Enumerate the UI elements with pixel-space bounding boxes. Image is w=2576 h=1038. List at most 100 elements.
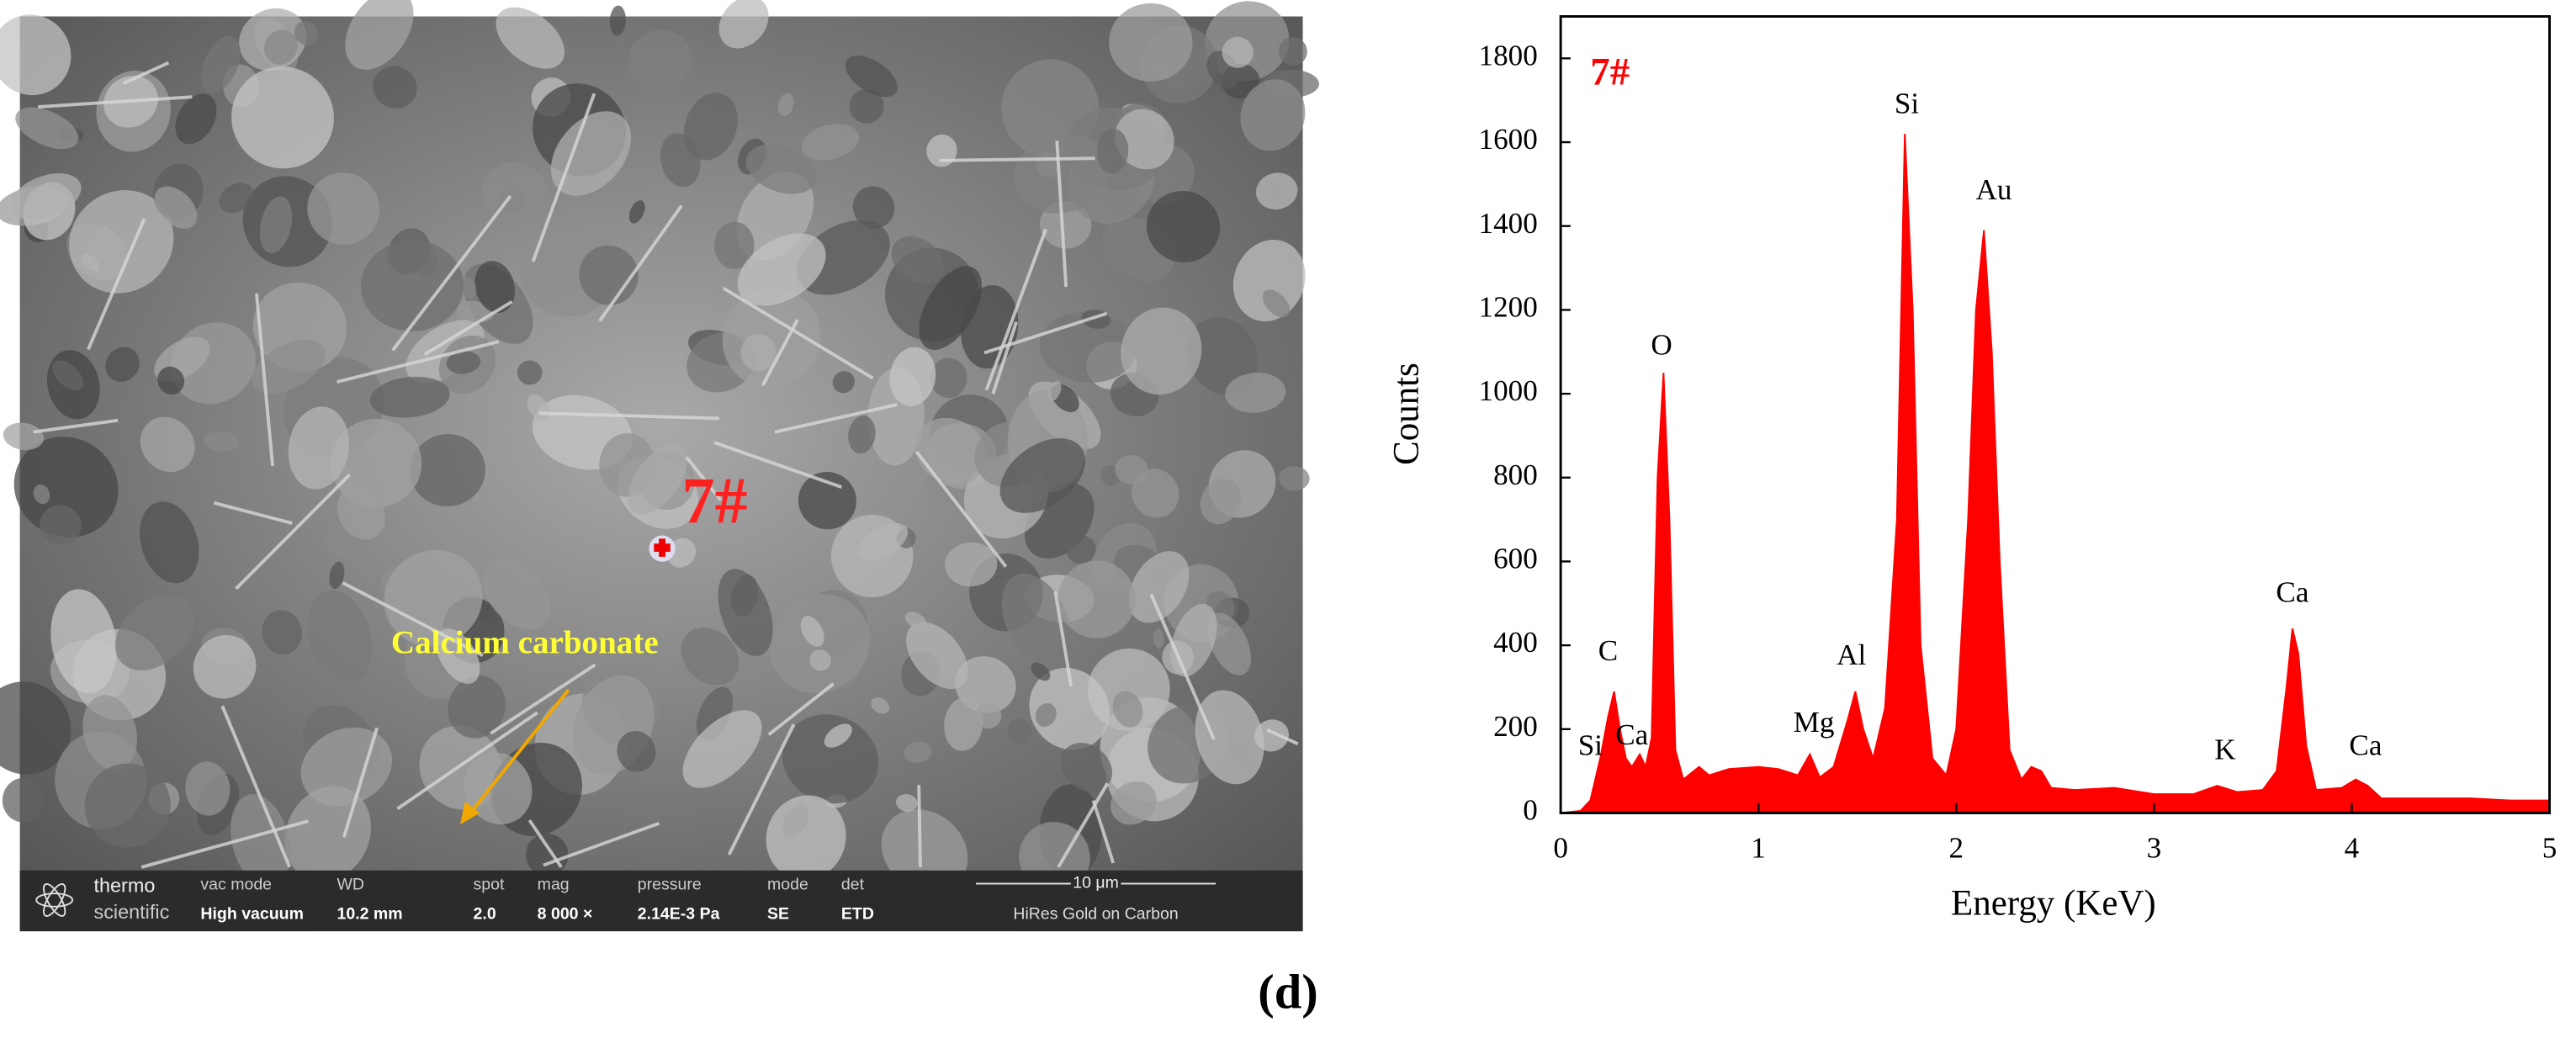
needle [1053,590,1073,686]
particle [809,649,831,671]
peak-label: Al [1837,638,1866,671]
particle [517,360,543,385]
particle [1225,373,1286,413]
particle [945,542,998,587]
needle [220,705,292,868]
particle [1207,612,1252,675]
particle [373,66,417,109]
particle [526,833,569,876]
particle [262,610,303,655]
y-tick-label: 0 [1523,794,1538,827]
particle [15,107,79,150]
x-tick-label: 2 [1949,831,1964,864]
particle [231,794,291,888]
needle [33,418,119,434]
particle [1232,240,1306,321]
particle [628,29,692,90]
info-value: SE [767,905,789,924]
particle [745,144,817,194]
particle [369,376,450,418]
y-axis-label: Counts [1386,363,1426,465]
y-tick-label: 800 [1493,458,1538,491]
logo-icon [35,883,74,917]
particle [13,437,119,538]
point-marker [654,538,671,557]
y-tick-label: 1600 [1479,123,1538,156]
particle [337,486,385,540]
particle [1013,134,1110,214]
peak-label: K [2214,733,2235,765]
particle [1039,311,1137,383]
peak-label: Si [1578,728,1603,761]
particle [329,561,345,590]
particle [259,196,293,254]
needle [767,682,835,736]
particle [330,419,422,508]
particle [3,422,45,451]
particle [284,786,372,882]
y-tick-label: 1200 [1479,290,1538,323]
needle [1057,782,1110,868]
particle [766,795,846,881]
particle [1115,455,1148,485]
particle [896,794,918,812]
arrow-label: Calcium carbonate [391,624,659,660]
particle [40,505,82,545]
particle [999,438,1086,513]
particle [140,501,199,584]
needle [722,286,874,380]
particle [1153,628,1164,649]
info-key: mode [767,876,808,894]
particle [579,245,639,305]
particle [906,622,968,690]
info-value: 2.0 [474,905,496,924]
particle [550,111,632,196]
particle [904,741,932,763]
needle [1149,593,1216,740]
peak-label: Au [1975,173,2012,206]
needle [774,403,898,434]
needle [255,293,274,467]
peak-label: Si [1895,87,1920,120]
particle [975,702,1002,729]
arrow-head [459,801,480,825]
particle [263,29,298,65]
needle [713,441,842,489]
particle [33,485,50,505]
sem-texture [0,0,1319,893]
particle [1131,469,1179,518]
particle [474,261,516,314]
peak-label: Mg [1794,706,1835,739]
particle [410,434,485,507]
particle [891,236,945,284]
particle [718,0,769,49]
particle [384,549,483,647]
needle [531,93,596,262]
particle [1008,718,1032,746]
point-label: 7# [682,463,748,537]
particle [801,124,860,161]
particle [1200,478,1242,525]
particle [628,200,645,224]
particle [718,569,773,657]
needle [342,581,484,658]
caption: (d) [1258,965,1318,1019]
info-value: High vacuum [200,905,304,924]
particle [944,696,983,751]
info-key: spot [474,876,505,894]
particle [609,5,626,36]
particle [797,220,890,295]
particle [848,416,876,454]
particle [1115,109,1174,170]
needle [213,500,293,525]
particle [852,186,895,229]
particle [1031,662,1051,681]
particle [360,240,464,331]
particle [919,266,983,350]
needle [984,228,1047,391]
particle [740,334,777,372]
info-key: vac mode [200,876,272,894]
particle [1029,667,1110,750]
particle [1222,36,1254,68]
